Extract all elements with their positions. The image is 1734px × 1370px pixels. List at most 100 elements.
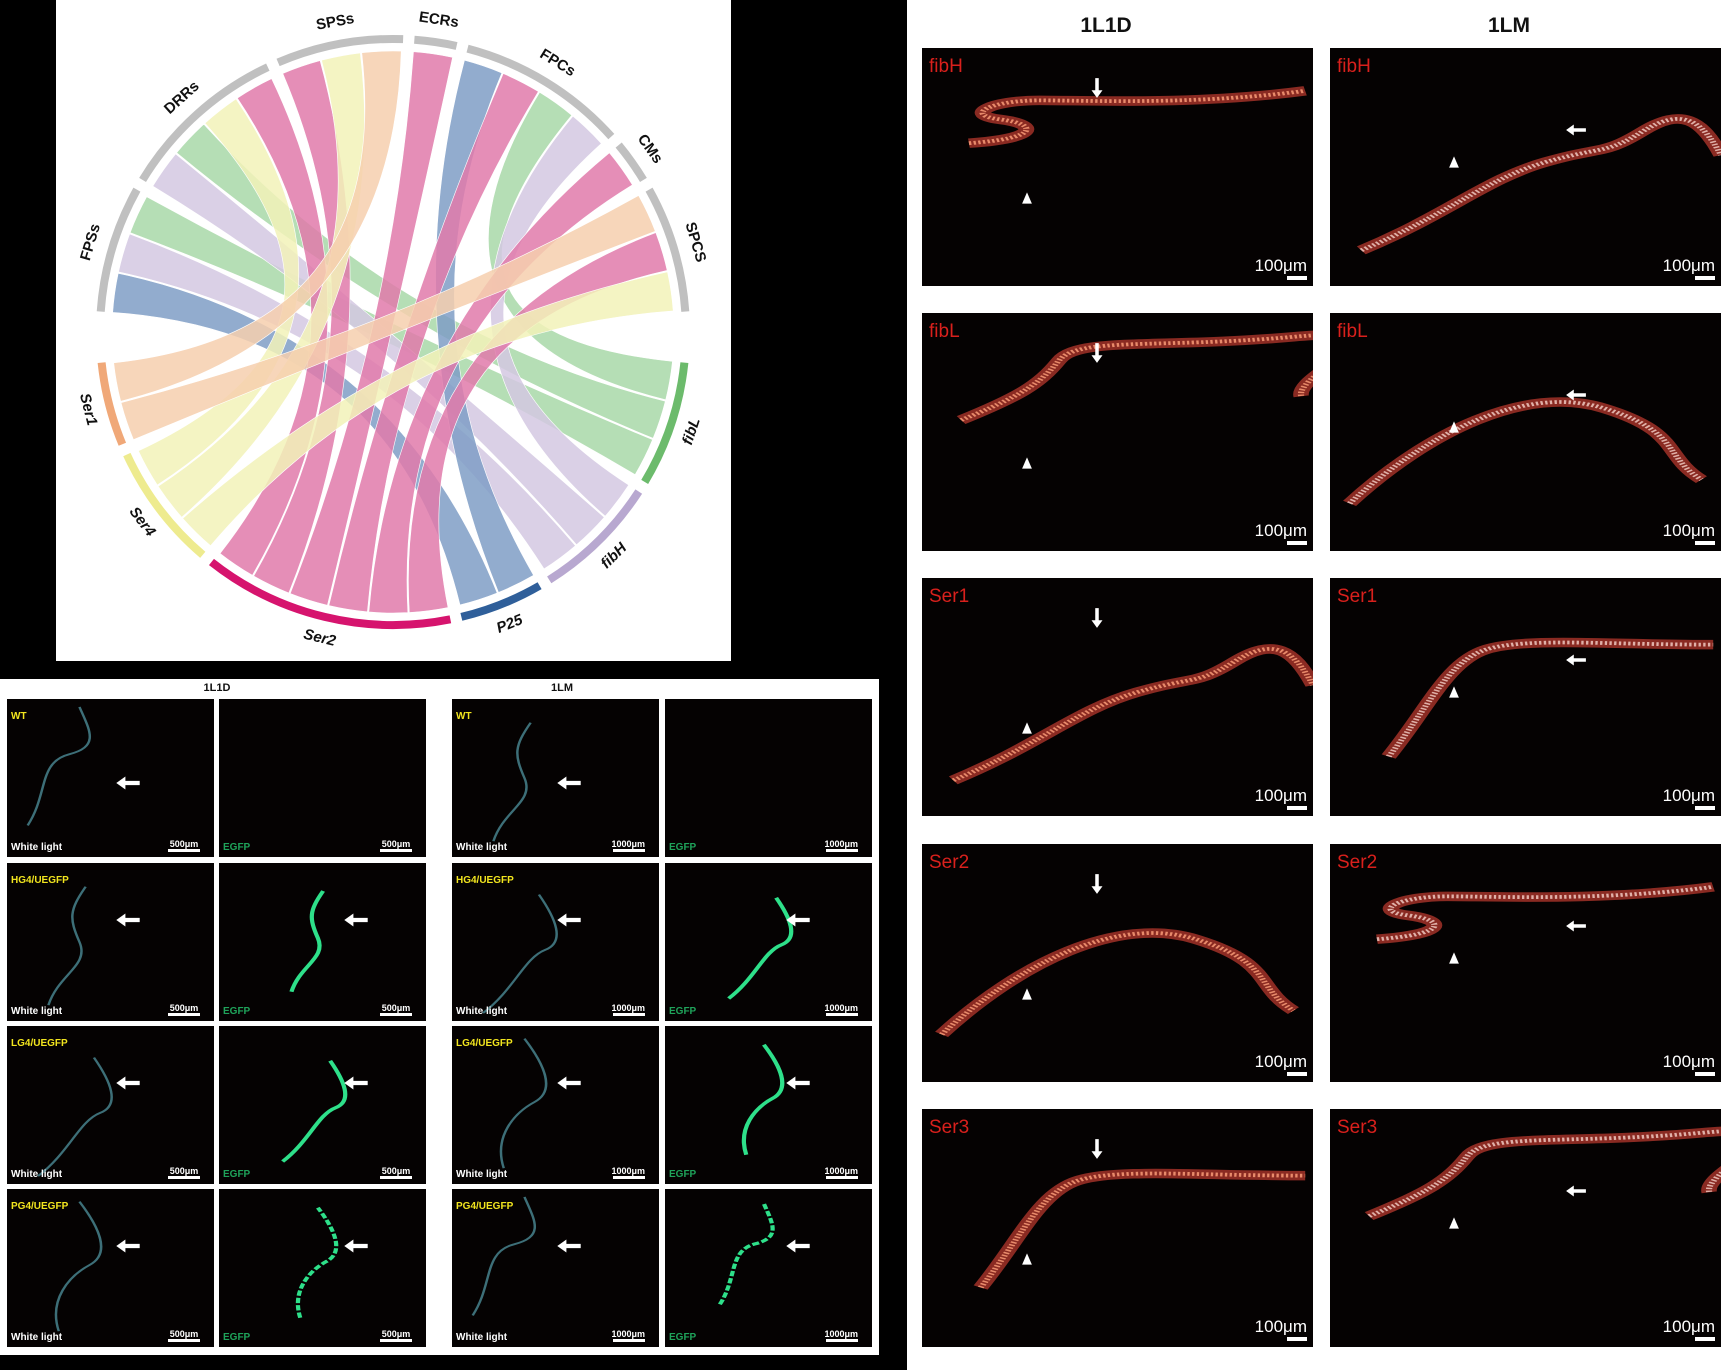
micrograph	[948, 644, 1313, 785]
arrow-left-icon	[1565, 389, 1586, 401]
white-light-image: LG4/UEGFP White light 500μm	[7, 1026, 214, 1184]
micrograph	[492, 722, 532, 842]
scale-bar-line	[1695, 276, 1715, 280]
micrograph	[54, 1201, 103, 1332]
arrow-left-icon	[556, 776, 581, 790]
arrow-left-icon	[1565, 920, 1586, 932]
arrowhead-icon	[1449, 156, 1460, 168]
white-light-image: HG4/UEGFP White light 500μm	[7, 863, 214, 1021]
sector-arc-FPSs	[96, 187, 141, 312]
sector-label: Ser1	[76, 392, 100, 428]
fish-image: Ser1 100μm	[1330, 578, 1721, 816]
fish-image: fibL 100μm	[922, 313, 1313, 551]
sector-label: Ser2	[302, 626, 338, 650]
scale-bar-line	[613, 849, 645, 852]
gene-label: fibL	[929, 321, 960, 342]
scale-bar-text: 100μm	[1254, 1052, 1307, 1071]
chord-ribbon-SPSs-Ser1	[113, 50, 402, 402]
arrowhead-icon	[1021, 192, 1032, 204]
sample-label: WT	[456, 711, 472, 722]
scale-bar: 500μm	[168, 839, 200, 852]
scale-bar: 1000μm	[611, 839, 645, 852]
scale-bar: 100μm	[1255, 1052, 1307, 1076]
arrow-left-icon	[1565, 654, 1586, 666]
scale-bar: 500μm	[168, 1166, 200, 1179]
gene-label: Ser2	[1337, 852, 1378, 873]
scale-bar-line	[380, 1013, 412, 1016]
white-light-label: White light	[11, 1169, 63, 1180]
sample-label: HG4/UEGFP	[456, 875, 514, 886]
scale-bar-text: 1000μm	[611, 839, 645, 849]
chord-ribbon-ECRs-Ser2	[289, 51, 453, 606]
arrow-left-icon	[786, 1076, 810, 1090]
arrow-left-icon	[786, 913, 810, 927]
arrow-down-icon	[1091, 1138, 1103, 1159]
sector-arc-fibH	[547, 489, 643, 584]
arrowhead-icon	[1021, 722, 1032, 734]
sector-label: P25	[494, 611, 526, 637]
scale-bar-line	[1695, 541, 1715, 545]
scale-bar-text: 500μm	[381, 839, 411, 849]
sector-arc-CMs	[615, 142, 647, 182]
arrowhead-icon	[1021, 1253, 1032, 1265]
arrow-left-icon	[786, 1239, 810, 1253]
fish-image: fibH 100μm	[1330, 48, 1721, 286]
arrow-left-icon	[344, 913, 368, 927]
scale-bar-line	[380, 849, 412, 852]
scale-bar-text: 100μm	[1662, 786, 1715, 805]
column-header: 1LM	[551, 682, 573, 694]
chord-ribbon-SPCS-Ser4	[182, 271, 674, 547]
scale-bar-text: 500μm	[169, 1003, 199, 1013]
gene-label: Ser2	[929, 852, 970, 873]
fish-image: fibH 100μm	[922, 48, 1313, 286]
scale-bar-line	[826, 1013, 858, 1016]
scale-bar: 500μm	[380, 1329, 412, 1342]
egfp-image: EGFP 1000μm	[665, 863, 872, 1021]
scale-bar-line	[1287, 541, 1307, 545]
egfp-image: EGFP 500μm	[219, 1189, 426, 1347]
gene-label: Ser1	[1337, 586, 1378, 607]
scale-bar: 100μm	[1255, 256, 1307, 280]
sector-label: SPSs	[315, 10, 356, 34]
egfp-expression-panel: 1L1D 1LM WT White light 500μm EGFP 500μm WT Whit…	[0, 679, 879, 1355]
sector-label: FPSs	[77, 222, 104, 263]
egfp-image: EGFP 1000μm	[665, 1189, 872, 1347]
scale-bar: 500μm	[380, 1003, 412, 1016]
sector-arc-DRRs	[139, 63, 270, 182]
scale-bar-line	[826, 1176, 858, 1179]
scale-bar-line	[1287, 1072, 1307, 1076]
arrow-left-icon	[115, 1076, 140, 1090]
scale-bar-text: 1000μm	[824, 839, 858, 849]
egfp-image: EGFP 1000μm	[665, 1026, 872, 1184]
scale-bar: 1000μm	[611, 1329, 645, 1342]
sample-label: WT	[11, 711, 27, 722]
egfp-label: EGFP	[669, 1006, 697, 1017]
scale-bar-text: 100μm	[1254, 256, 1307, 275]
sector-arc-P25	[460, 582, 542, 621]
scale-bar-text: 500μm	[381, 1003, 411, 1013]
sample-label: PG4/UEGFP	[456, 1201, 514, 1212]
white-light-image: WT White light 500μm	[7, 699, 214, 857]
egfp-label: EGFP	[669, 1332, 697, 1343]
arrowhead-icon	[1449, 686, 1460, 698]
micrograph	[482, 894, 558, 1014]
scale-bar-text: 1000μm	[824, 1003, 858, 1013]
scale-bar-line	[1695, 806, 1715, 810]
arrow-left-icon	[556, 1239, 581, 1253]
scale-bar-line	[380, 1176, 412, 1179]
sector-arc-SPCS	[645, 187, 690, 312]
sample-label: PG4/UEGFP	[11, 1201, 69, 1212]
scale-bar-text: 1000μm	[611, 1166, 645, 1176]
arrow-left-icon	[556, 1076, 581, 1090]
micrograph	[935, 928, 1300, 1038]
white-light-label: White light	[456, 842, 508, 853]
sample-label: HG4/UEGFP	[11, 875, 69, 886]
gene-label: Ser3	[929, 1117, 970, 1138]
egfp-label: EGFP	[223, 842, 251, 853]
micrograph	[956, 330, 1313, 425]
white-light-label: White light	[456, 1332, 508, 1343]
scale-bar-line	[1287, 1337, 1307, 1341]
arrow-left-icon	[1565, 1185, 1586, 1197]
sample-label: LG4/UEGFP	[456, 1038, 513, 1049]
